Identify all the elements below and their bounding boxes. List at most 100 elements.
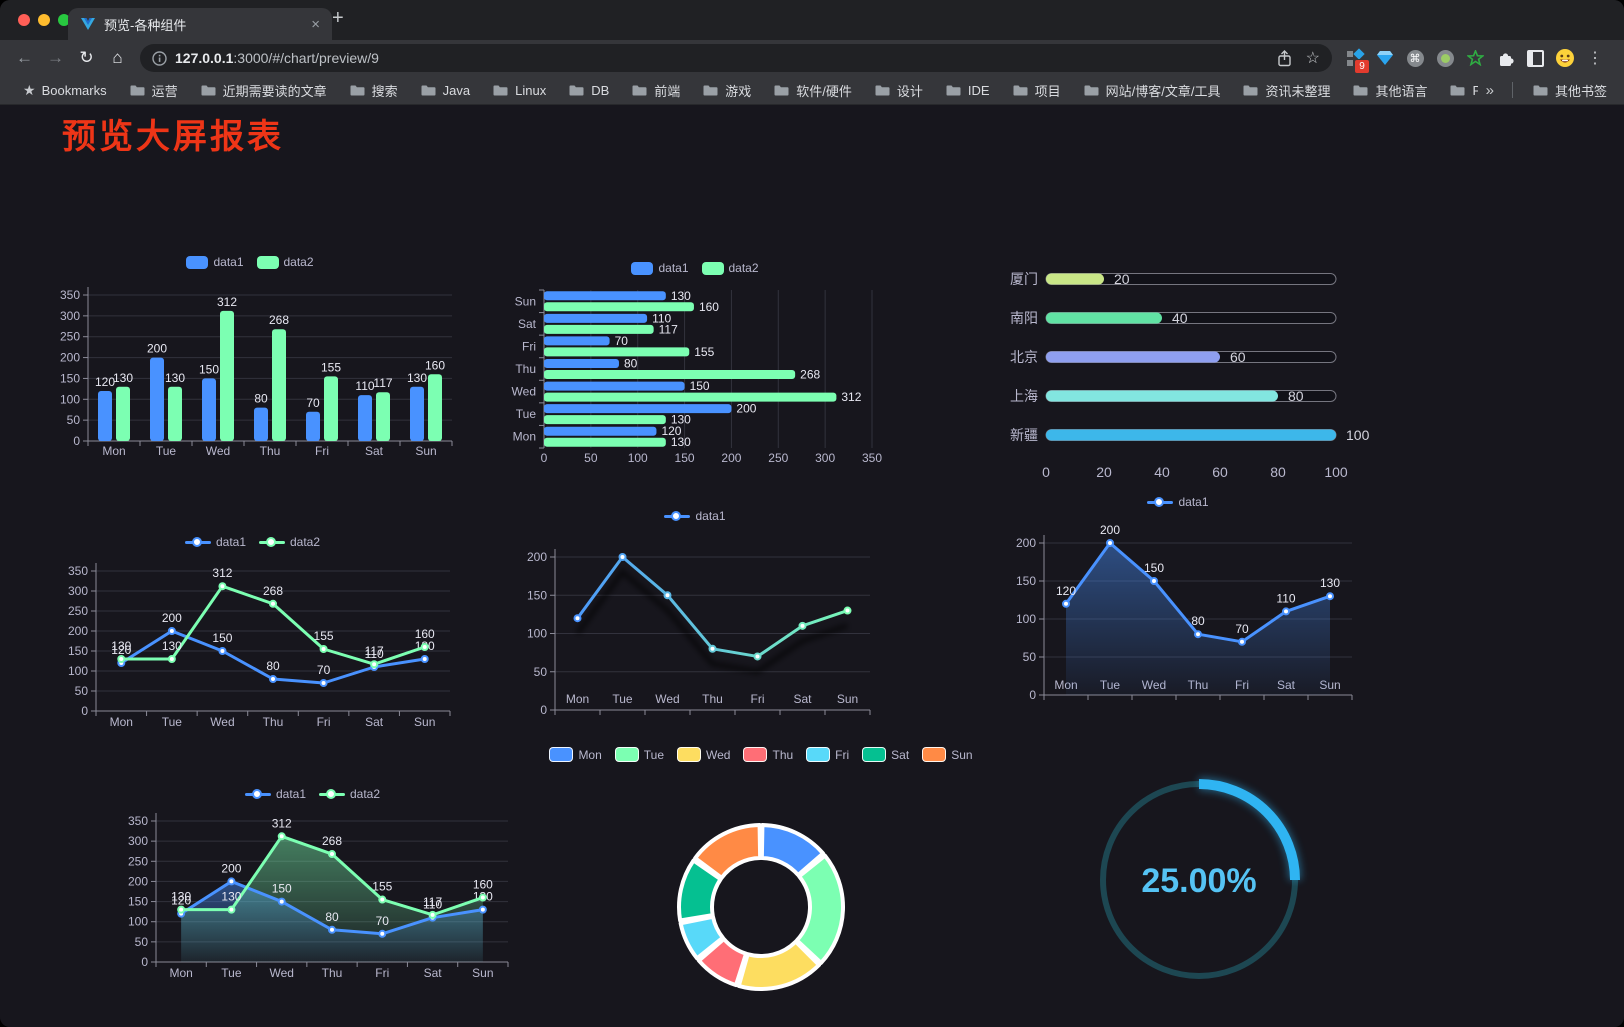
svg-text:130: 130 (171, 890, 191, 904)
tab-strip: 预览-各种组件 × + (0, 0, 1624, 40)
window-controls (18, 14, 70, 26)
chart-bar-horizontal: data1 data2 0 50 100 150 200 250 300 350 Sun 130 160… (500, 257, 890, 471)
side-panel-extension-icon[interactable] (1520, 44, 1550, 72)
legend-label: data1 (215, 535, 246, 549)
svg-text:Wed: Wed (269, 966, 293, 980)
maximize-window-button[interactable] (58, 14, 70, 26)
legend-line-marker (244, 789, 271, 799)
back-icon[interactable]: ← (10, 48, 39, 68)
legend-item-data2[interactable]: data2 (256, 255, 314, 269)
chart-progress: 厦门 20 南阳 40 北京 60 上海 80 新疆 100 0 20 40 60 80 100 (998, 263, 1372, 487)
svg-text:150: 150 (1144, 561, 1164, 575)
minimize-window-button[interactable] (38, 14, 50, 26)
chart-donut: Mon Tue Wed Thu Fri Sat Sun (545, 743, 977, 995)
bookmark-folder-15[interactable]: 其他语言 (1343, 79, 1436, 102)
bookmark-folder-5[interactable]: Linux (483, 81, 555, 100)
home-icon[interactable]: ⌂ (103, 48, 132, 68)
svg-text:50: 50 (584, 451, 598, 465)
bookmark-folder-8[interactable]: 游戏 (693, 79, 760, 102)
legend-item-data2[interactable]: data2 (259, 535, 320, 549)
svg-text:70: 70 (1235, 622, 1249, 636)
site-info-icon[interactable] (152, 50, 167, 66)
svg-text:Sat: Sat (365, 444, 384, 458)
legend-item-Thu[interactable]: Thu (743, 747, 793, 762)
legend-line-marker (319, 789, 345, 799)
folder-icon (421, 85, 436, 96)
chart-gauge: 25.00% (1079, 758, 1319, 1004)
bookmark-folder-3[interactable]: 搜索 (340, 79, 407, 102)
svg-text:60: 60 (1212, 464, 1228, 480)
star-extension-icon[interactable] (1460, 44, 1490, 72)
svg-text:150: 150 (60, 371, 80, 385)
chart-legend-bar-vertical: data1 data2 (40, 255, 460, 269)
bookmarks-root[interactable]: ★ Bookmarks (14, 80, 116, 101)
legend-item-Fri[interactable]: Fri (806, 747, 849, 762)
bookmark-folder-10[interactable]: 设计 (865, 79, 932, 102)
svg-text:200: 200 (147, 342, 167, 356)
bookmark-folder-6[interactable]: DB (559, 81, 618, 100)
star-icon: ★ (23, 81, 36, 98)
legend-item-data1[interactable]: data1 (664, 509, 726, 523)
extensions-puzzle-icon[interactable] (1490, 44, 1520, 72)
bookmark-folder-12[interactable]: 项目 (1003, 79, 1070, 102)
gem-extension-icon[interactable] (1370, 44, 1400, 72)
close-window-button[interactable] (18, 14, 30, 26)
legend-swatch (862, 747, 887, 762)
legend-item-Tue[interactable]: Tue (614, 747, 664, 762)
profile-avatar[interactable] (1550, 44, 1580, 72)
command-extension-icon[interactable]: ⌘ (1400, 44, 1430, 72)
legend-label: Fri (835, 747, 850, 762)
svg-text:130: 130 (1320, 576, 1340, 590)
folder-icon (201, 85, 216, 96)
bookmark-folder-label: 搜索 (371, 83, 398, 99)
bookmark-folder-11[interactable]: IDE (936, 81, 999, 100)
legend-label: data1 (213, 255, 244, 269)
svg-text:130: 130 (671, 413, 691, 427)
legend-item-Mon[interactable]: Mon (549, 747, 602, 762)
bookmark-folder-9[interactable]: 软件/硬件 (764, 79, 861, 102)
legend-item-data2[interactable]: data2 (319, 787, 380, 801)
legend-item-Wed[interactable]: Wed (677, 747, 730, 762)
legend-item-data1[interactable]: data1 (244, 787, 306, 801)
bookmark-folder-label: Java (442, 82, 471, 98)
folder-icon (946, 85, 961, 96)
other-bookmarks-folder[interactable]: 其他书签 (1523, 79, 1616, 102)
browser-menu-icon[interactable]: ⋮ (1580, 44, 1610, 72)
browser-tab[interactable]: 预览-各种组件 × (68, 8, 332, 40)
tab-close-icon[interactable]: × (311, 15, 320, 33)
share-icon[interactable] (1277, 49, 1292, 67)
bookmark-folder-1[interactable]: 运营 (120, 79, 187, 102)
reload-icon[interactable]: ↻ (72, 48, 101, 68)
bookmark-folder-7[interactable]: 前端 (622, 79, 689, 102)
legend-item-data1[interactable]: data1 (1147, 495, 1209, 509)
bookmark-folder-label: 网站/博客/文章/工具 (1105, 83, 1221, 99)
folder-icon (569, 85, 584, 96)
address-bar[interactable]: 127.0.0.1:3000/#/chart/preview/9 ☆ (140, 44, 1332, 72)
svg-text:Fri: Fri (751, 692, 765, 706)
legend-item-Sat[interactable]: Sat (862, 747, 909, 762)
legend-item-data1[interactable]: data1 (631, 261, 689, 275)
legend-swatch (549, 747, 574, 762)
proxy-extension-icon[interactable]: 9 (1340, 44, 1370, 74)
folder-icon (1533, 85, 1548, 96)
legend-label: data2 (728, 261, 759, 275)
bookmark-folder-2[interactable]: 近期需要读的文章 (191, 79, 336, 102)
bookmark-folder-4[interactable]: Java (411, 81, 479, 100)
new-tab-button[interactable]: + (326, 6, 350, 31)
legend-item-data2[interactable]: data2 (701, 261, 759, 275)
extensions-toolbar: 9 ⌘ (1340, 44, 1610, 74)
legend-item-data1[interactable]: data1 (186, 255, 244, 269)
bookmark-star-icon[interactable]: ☆ (1305, 50, 1320, 67)
bookmarks-overflow-icon[interactable]: » (1485, 81, 1494, 99)
bookmark-folder-14[interactable]: 资讯未整理 (1233, 79, 1339, 102)
legend-item-Sun[interactable]: Sun (922, 747, 973, 762)
svg-text:100: 100 (1016, 612, 1036, 626)
chart-canvas-donut (677, 823, 845, 991)
legend-item-data1[interactable]: data1 (184, 535, 246, 549)
bookmark-folder-13[interactable]: 网站/博客/文章/工具 (1074, 79, 1230, 102)
forward-icon[interactable]: → (41, 48, 70, 68)
recorder-extension-icon[interactable] (1430, 44, 1460, 72)
bookmark-folder-label: Linux (515, 82, 547, 98)
svg-text:Tue: Tue (516, 407, 537, 421)
